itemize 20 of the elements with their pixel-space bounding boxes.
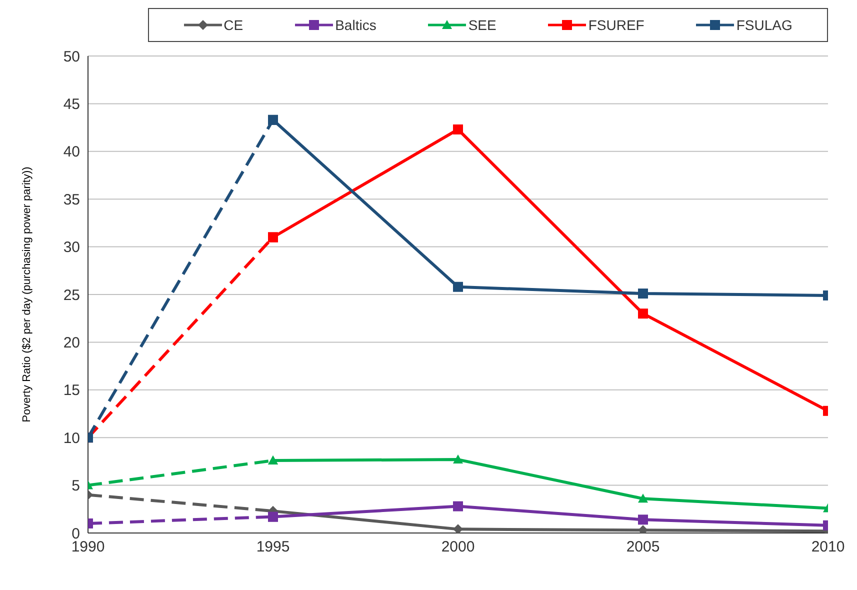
y-axis-title: Poverty Ratio ($2 per day (purchasing power parity))	[20, 166, 33, 422]
legend-label: FSUREF	[588, 17, 644, 33]
y-tick-label: 40	[63, 144, 80, 161]
y-tick-label: 5	[72, 478, 80, 495]
y-tick-label: 25	[63, 286, 80, 304]
legend-label: Baltics	[335, 17, 376, 33]
y-tick-label: 35	[63, 191, 80, 208]
y-tick-label: 50	[63, 48, 80, 66]
y-tick-label: 30	[63, 239, 80, 256]
legend-label: FSULAG	[736, 17, 792, 33]
y-tick-label: 10	[63, 430, 80, 447]
y-tick-label: 45	[63, 96, 80, 114]
x-tick-label: 1995	[256, 538, 290, 556]
y-tick-label: 20	[63, 334, 80, 352]
y-tick-label: 15	[63, 382, 80, 400]
legend-label: SEE	[468, 17, 496, 33]
x-tick-label: 2010	[811, 538, 845, 556]
x-tick-label: 2000	[441, 538, 475, 556]
legend-label: CE	[224, 17, 244, 33]
x-tick-label: 2005	[626, 538, 660, 556]
